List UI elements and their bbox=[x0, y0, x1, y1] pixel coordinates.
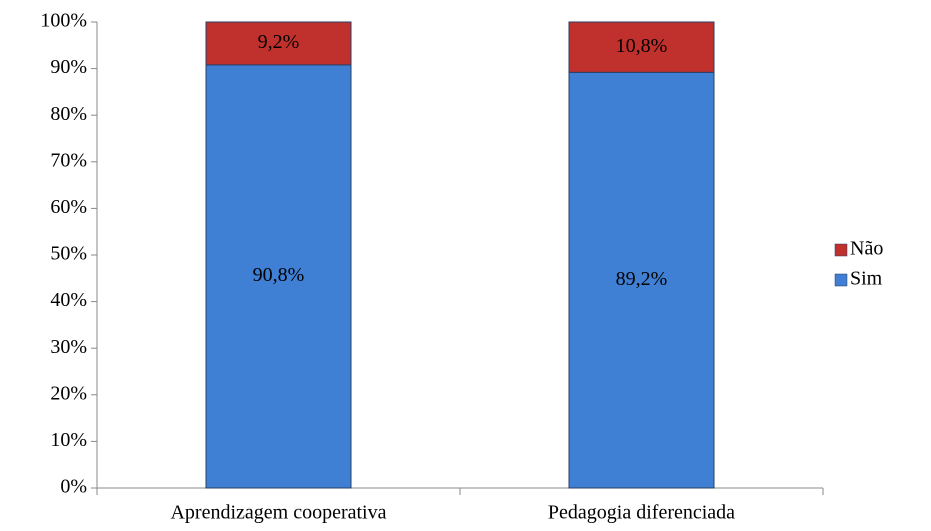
y-tick-label: 80% bbox=[50, 103, 87, 125]
y-tick-label: 100% bbox=[40, 10, 87, 32]
y-tick-label: 50% bbox=[50, 243, 87, 265]
y-tick-label: 60% bbox=[50, 196, 87, 218]
bar-segment bbox=[568, 21, 715, 73]
y-tick-label: 90% bbox=[50, 56, 87, 78]
data-label: 10,8% bbox=[616, 35, 668, 57]
legend-swatch bbox=[834, 273, 848, 287]
legend-label: Sim bbox=[850, 268, 883, 290]
y-tick-label: 70% bbox=[50, 149, 87, 171]
x-tick-label: Aprendizagem cooperativa bbox=[170, 502, 386, 524]
y-tick-label: 20% bbox=[50, 382, 87, 404]
data-label: 89,2% bbox=[616, 268, 668, 290]
y-tick-label: 0% bbox=[60, 476, 87, 498]
bar-segment bbox=[205, 21, 352, 66]
bar-segment bbox=[568, 71, 715, 489]
data-label: 90,8% bbox=[253, 264, 305, 286]
legend-swatch bbox=[834, 243, 848, 257]
legend-label: Não bbox=[850, 238, 883, 260]
bar-segment bbox=[205, 64, 352, 489]
y-tick-label: 40% bbox=[50, 289, 87, 311]
y-tick-label: 30% bbox=[50, 336, 87, 358]
x-tick-label: Pedagogia diferenciada bbox=[548, 502, 735, 524]
y-tick-label: 10% bbox=[50, 429, 87, 451]
data-label: 9,2% bbox=[258, 31, 300, 53]
